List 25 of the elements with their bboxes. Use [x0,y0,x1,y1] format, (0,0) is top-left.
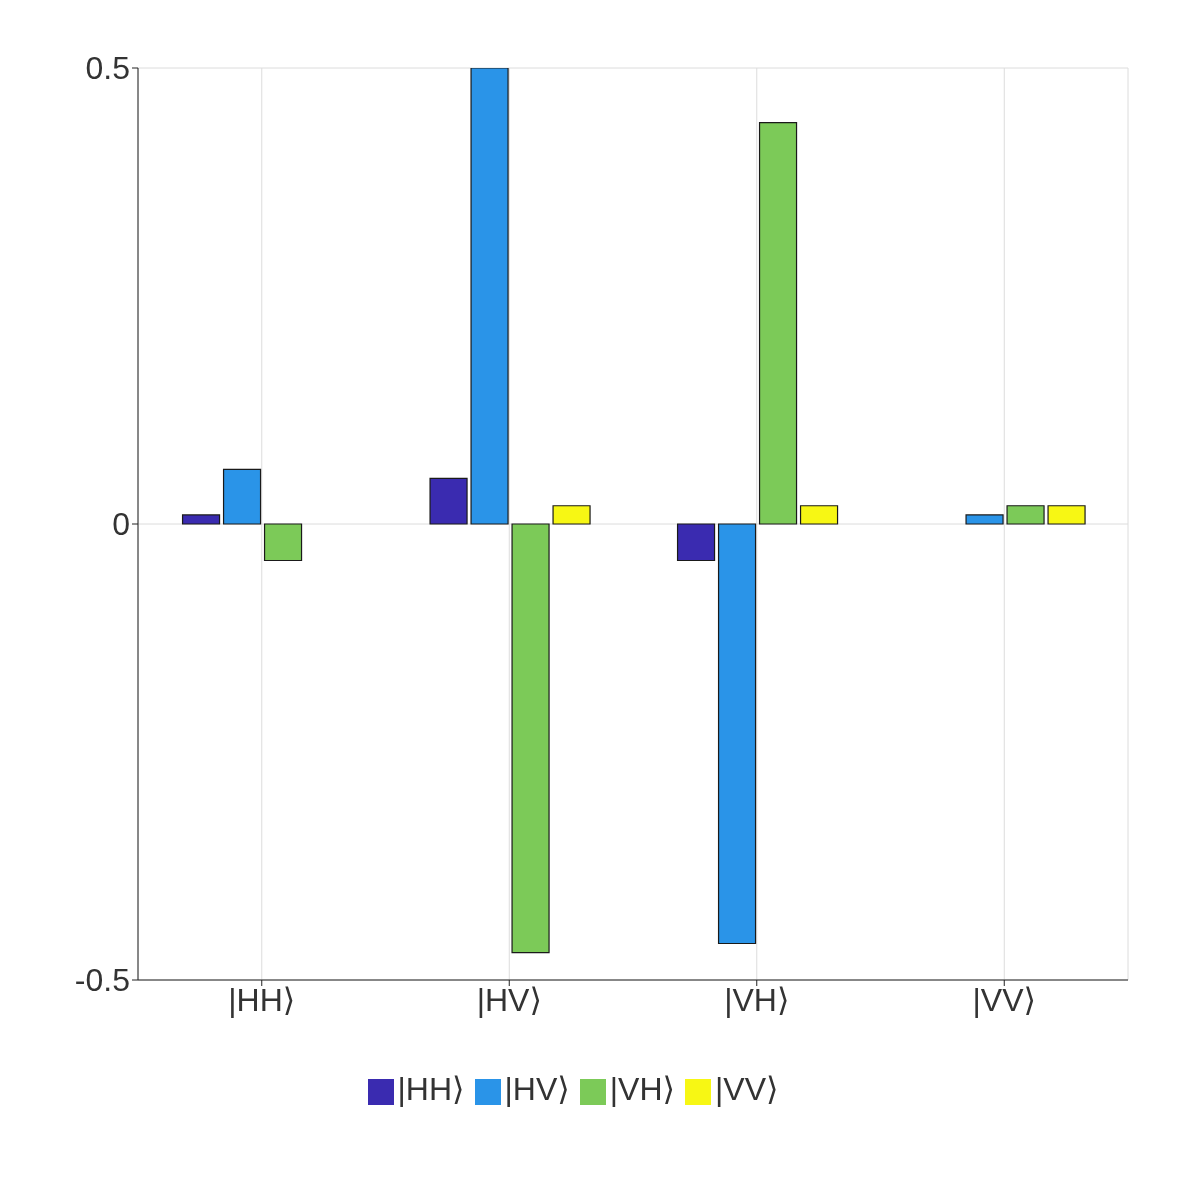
x-tick-label: |HH⟩ [228,981,296,1018]
bar [758,122,798,525]
legend-label: |HH⟩ [397,1071,465,1107]
bar [552,505,591,525]
bar [181,514,221,525]
legend-label: |VH⟩ [609,1071,676,1107]
bar [676,523,716,562]
bar [1006,505,1045,525]
bar [511,523,550,954]
x-tick-label: |VH⟩ [724,981,790,1018]
bar [222,468,262,525]
bar [965,514,1004,525]
bar [717,523,757,945]
bar [263,523,303,562]
x-tick-label: |HV⟩ [476,981,542,1018]
y-tick-label: -0.5 [74,962,130,999]
legend-label: |VV⟩ [715,1071,779,1107]
bar [1047,505,1086,525]
bar [429,477,468,525]
y-tick-label: 0.5 [85,50,130,87]
bar [799,505,839,525]
bar [470,68,509,525]
legend-label: |HV⟩ [504,1071,570,1107]
y-tick-label: 0 [112,506,130,543]
x-tick-label: |VV⟩ [972,981,1036,1018]
